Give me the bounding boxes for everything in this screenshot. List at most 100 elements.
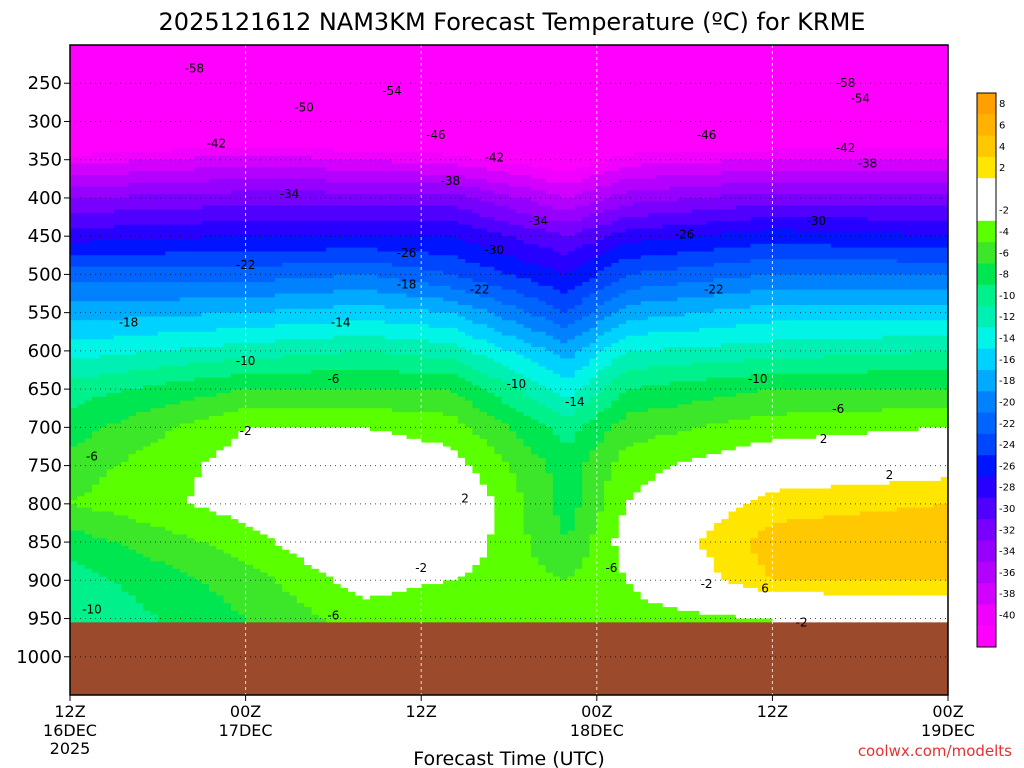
temperature-cell — [77, 56, 86, 61]
temperature-cell — [70, 492, 78, 497]
temperature-cell — [121, 312, 130, 317]
temperature-cell — [260, 610, 269, 616]
temperature-cell — [223, 522, 232, 528]
temperature-cell — [194, 289, 203, 295]
temperature-cell — [194, 259, 203, 264]
temperature-cell — [209, 220, 217, 226]
temperature-cell — [92, 450, 100, 455]
temperature-cell — [165, 584, 173, 589]
temperature-cell — [128, 404, 137, 409]
temperature-cell — [99, 477, 108, 482]
temperature-cell — [245, 427, 254, 432]
temperature-cell — [84, 542, 93, 547]
temperature-cell — [77, 213, 86, 218]
temperature-cell — [121, 201, 130, 207]
temperature-cell — [209, 132, 217, 138]
temperature-cell — [194, 607, 203, 612]
temperature-cell — [106, 232, 115, 237]
temperature-cell — [70, 484, 78, 490]
temperature-cell — [77, 347, 86, 352]
temperature-cell — [267, 197, 276, 203]
temperature-cell — [231, 324, 239, 329]
temperature-cell — [194, 488, 203, 493]
temperature-cell — [143, 545, 152, 551]
temperature-cell — [179, 56, 188, 61]
temperature-cell — [113, 542, 122, 547]
temperature-cell — [106, 140, 115, 145]
temperature-cell — [245, 255, 254, 260]
temperature-cell — [99, 136, 108, 142]
temperature-cell — [172, 106, 181, 111]
temperature-cell — [165, 102, 173, 107]
temperature-cell — [274, 327, 283, 333]
temperature-cell — [150, 220, 159, 226]
temperature-cell — [231, 373, 239, 379]
temperature-cell — [113, 121, 122, 126]
temperature-cell — [231, 255, 239, 260]
temperature-cell — [121, 381, 130, 386]
temperature-cell — [113, 213, 122, 218]
temperature-cell — [216, 259, 225, 264]
temperature-cell — [282, 140, 291, 145]
temperature-cell — [84, 477, 93, 482]
temperature-cell — [274, 519, 283, 524]
temperature-cell — [267, 293, 276, 298]
temperature-cell — [113, 488, 122, 493]
temperature-cell — [238, 339, 247, 344]
temperature-cell — [121, 553, 130, 558]
temperature-cell — [84, 618, 93, 623]
temperature-cell — [179, 572, 188, 577]
temperature-cell — [223, 240, 232, 245]
temperature-cell — [252, 144, 261, 149]
temperature-cell — [113, 412, 122, 417]
temperature-cell — [70, 48, 78, 54]
temperature-cell — [238, 350, 247, 356]
temperature-cell — [113, 167, 122, 172]
temperature-cell — [223, 576, 232, 581]
temperature-cell — [150, 186, 159, 191]
temperature-cell — [121, 220, 130, 226]
temperature-cell — [209, 431, 217, 436]
temperature-cell — [113, 339, 122, 344]
temperature-cell — [187, 480, 195, 486]
temperature-cell — [106, 549, 115, 555]
temperature-cell — [194, 408, 203, 413]
temperature-cell — [172, 140, 181, 145]
temperature-cell — [143, 492, 152, 497]
temperature-cell — [172, 389, 181, 394]
temperature-cell — [135, 507, 144, 512]
temperature-cell — [121, 293, 130, 298]
temperature-cell — [135, 396, 144, 402]
temperature-cell — [187, 113, 195, 119]
temperature-cell — [92, 175, 100, 180]
temperature-cell — [260, 270, 269, 275]
temperature-cell — [121, 354, 130, 360]
temperature-cell — [194, 595, 203, 600]
temperature-cell — [223, 584, 232, 589]
temperature-cell — [282, 117, 291, 122]
temperature-cell — [245, 240, 254, 245]
temperature-cell — [113, 60, 122, 65]
temperature-cell — [274, 580, 283, 585]
temperature-cell — [113, 262, 122, 268]
temperature-cell — [238, 381, 247, 386]
temperature-cell — [172, 209, 181, 214]
temperature-cell — [260, 545, 269, 551]
temperature-cell — [135, 377, 144, 382]
temperature-cell — [106, 52, 115, 57]
temperature-cell — [201, 446, 210, 451]
temperature-cell — [92, 289, 100, 295]
temperature-cell — [187, 366, 195, 371]
temperature-cell — [165, 522, 173, 528]
temperature-cell — [267, 194, 276, 199]
temperature-cell — [223, 213, 232, 218]
temperature-cell — [274, 64, 283, 69]
temperature-cell — [99, 220, 108, 226]
temperature-cell — [92, 415, 100, 421]
temperature-cell — [121, 197, 130, 203]
temperature-cell — [260, 507, 269, 512]
temperature-cell — [260, 262, 269, 268]
temperature-cell — [143, 473, 152, 478]
temperature-cell — [187, 316, 195, 321]
temperature-cell — [106, 350, 115, 356]
